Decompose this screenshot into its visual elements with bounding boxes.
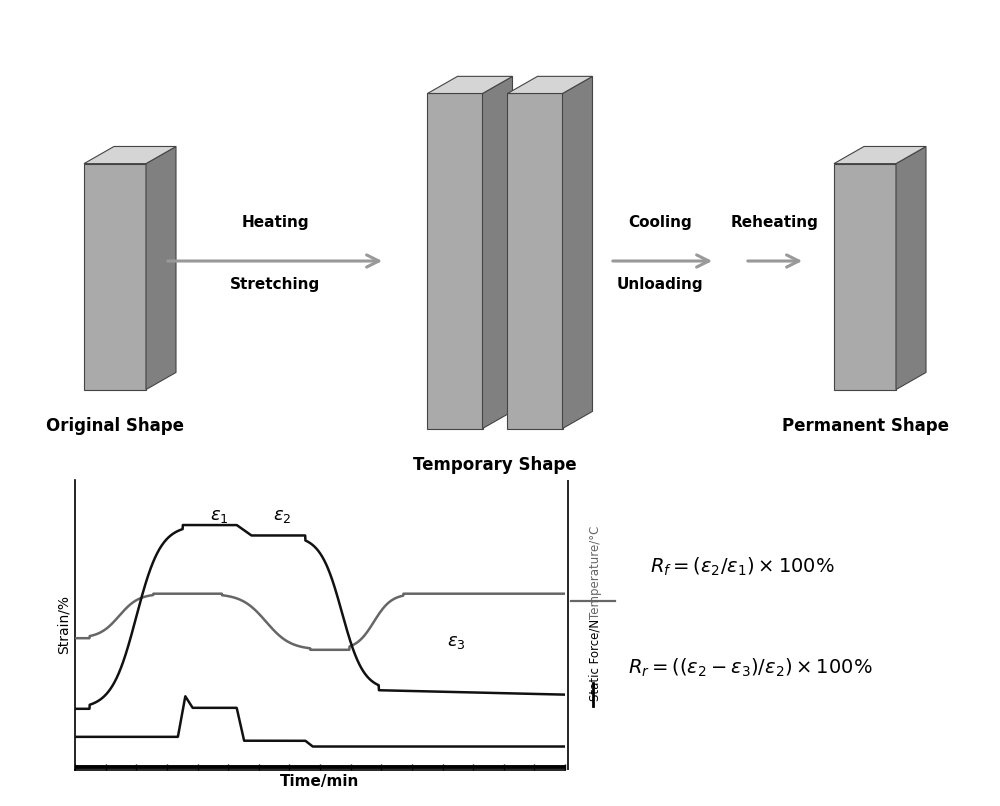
Text: $R_f = (\varepsilon_2/\varepsilon_1) \times 100\%$: $R_f = (\varepsilon_2/\varepsilon_1) \ti… (650, 555, 835, 578)
Polygon shape (427, 93, 482, 429)
Text: Cooling: Cooling (628, 215, 692, 230)
Text: Original Shape: Original Shape (46, 417, 184, 434)
Text: $\varepsilon_3$: $\varepsilon_3$ (447, 633, 466, 651)
Text: Temperature/°C: Temperature/°C (589, 526, 602, 619)
Text: Reheating: Reheating (731, 215, 819, 230)
Polygon shape (896, 147, 926, 389)
Polygon shape (427, 77, 512, 93)
Polygon shape (507, 93, 562, 429)
Polygon shape (84, 147, 176, 164)
Polygon shape (507, 77, 592, 93)
Polygon shape (562, 77, 592, 429)
Polygon shape (146, 147, 176, 389)
Text: Static Force/N: Static Force/N (589, 618, 602, 700)
Polygon shape (834, 147, 926, 164)
Polygon shape (482, 77, 512, 429)
Polygon shape (84, 164, 146, 389)
Text: Temporary Shape: Temporary Shape (413, 456, 577, 474)
Text: Permanent Shape: Permanent Shape (782, 417, 948, 434)
Text: Unloading: Unloading (617, 276, 703, 292)
Text: Heating: Heating (241, 215, 309, 230)
Text: Stretching: Stretching (230, 276, 320, 292)
Y-axis label: Strain/%: Strain/% (57, 595, 71, 654)
Text: $\varepsilon_1$: $\varepsilon_1$ (210, 507, 228, 526)
Text: $R_r = ((\varepsilon_2-\varepsilon_3)/\varepsilon_2) \times 100\%$: $R_r = ((\varepsilon_2-\varepsilon_3)/\v… (628, 657, 872, 679)
Text: $\varepsilon_2$: $\varepsilon_2$ (273, 507, 292, 526)
Polygon shape (834, 164, 896, 389)
X-axis label: Time/min: Time/min (280, 774, 360, 789)
